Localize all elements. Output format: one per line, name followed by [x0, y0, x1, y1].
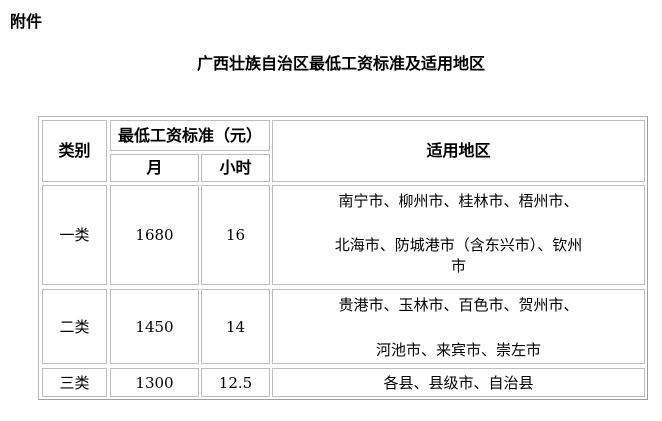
region-line: 市	[450, 257, 466, 275]
row1-region: 南宁市、柳州市、桂林市、梧州市、 北海市、防城港市（含东兴市）、钦州 市	[272, 185, 645, 285]
row1-category: 一类	[42, 185, 107, 285]
attachment-label: 附件	[10, 12, 43, 31]
wage-table: 类别 最低工资标准（元） 月 小时 适用地区 一类 1680 16 南宁市、柳州…	[38, 116, 648, 400]
row2-category: 二类	[42, 289, 107, 364]
row1-hour: 16	[201, 185, 270, 285]
header-category: 类别	[42, 120, 107, 182]
document-title: 广西壮族自治区最低工资标准及适用地区	[196, 54, 485, 73]
row3-hour: 12.5	[201, 368, 270, 397]
region-line: 南宁市、柳州市、桂林市、梧州市、	[338, 192, 579, 210]
header-month: 月	[110, 154, 199, 182]
region-line: 贵港市、玉林市、百色市、贺州市、	[338, 296, 579, 314]
region-line: 河池市、来宾市、崇左市	[375, 341, 541, 359]
row2-hour: 14	[201, 289, 270, 364]
row3-region: 各县、县级市、自治县	[272, 368, 645, 397]
row1-month: 1680	[110, 185, 199, 285]
row3-category: 三类	[42, 368, 107, 397]
row2-region: 贵港市、玉林市、百色市、贺州市、 河池市、来宾市、崇左市	[272, 289, 645, 364]
header-hour: 小时	[201, 154, 270, 182]
header-min-wage: 最低工资标准（元）	[110, 120, 270, 151]
row3-month: 1300	[110, 368, 199, 397]
row2-month: 1450	[110, 289, 199, 364]
region-line: 北海市、防城港市（含东兴市）、钦州	[334, 236, 583, 254]
header-region: 适用地区	[272, 120, 645, 182]
